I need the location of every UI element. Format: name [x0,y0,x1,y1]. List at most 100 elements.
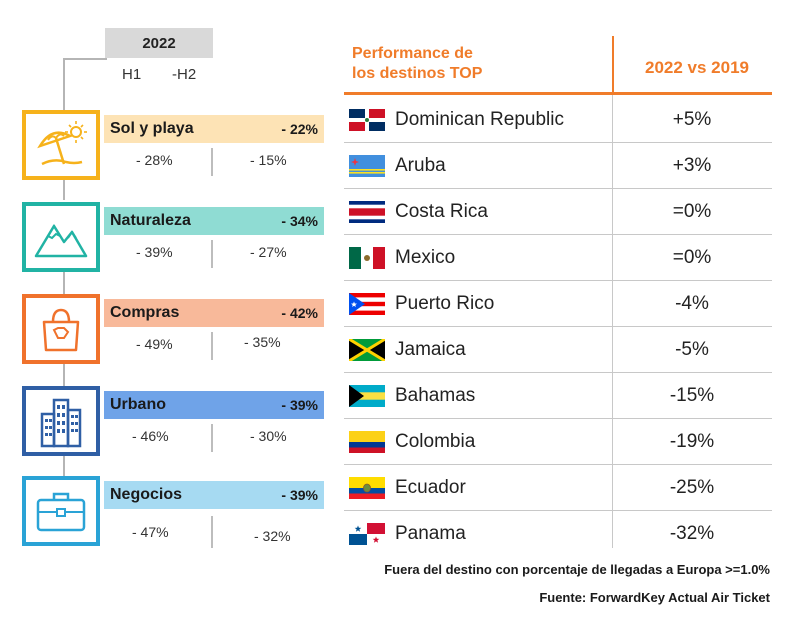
jamaica-flag-icon [349,339,385,361]
column-divider [211,424,213,452]
row-divider [344,234,772,235]
dominican-republic-flag-icon [349,109,385,131]
category-h2-value: - 35% [244,334,281,350]
row-divider [344,464,772,465]
change-value: -5% [675,339,709,360]
category-h2-value: - 32% [254,528,291,544]
category-name: Urbano [110,396,166,413]
table-row: Puerto Rico -4% [344,281,772,327]
change-value: +3% [672,155,712,176]
table-title-line1: Performance de [352,45,473,62]
header-divider [612,36,614,92]
country-name: Jamaica [395,339,466,360]
connector-line [63,456,65,476]
header-underline [344,92,772,95]
costa-rica-flag-icon [349,201,385,223]
category-naturaleza: Naturaleza - 34% - 39% - 27% [0,202,330,272]
category-h1-value: - 46% [132,428,169,444]
category-h1-value: - 28% [136,152,173,168]
row-divider [344,326,772,327]
country-name: Mexico [395,247,456,268]
mountains-icon [22,202,100,272]
category-negocios: Negocios - 39% - 47% - 32% [0,476,330,548]
category-name: Compras [110,304,180,321]
category-bar: Urbano - 39% [104,391,324,419]
panama-flag-icon [349,523,385,545]
buildings-icon [22,386,100,456]
category-sol-y-playa: Sol y playa - 22% - 28% - 15% [0,110,330,180]
category-name: Negocios [110,486,183,503]
country-name: Ecuador [395,477,466,498]
table-row: Colombia -19% [344,419,772,465]
connector-line [63,364,65,386]
footnote-source: Fuente: ForwardKey Actual Air Ticket [539,590,770,605]
column-divider [211,148,213,176]
year-header: 2022 [105,28,213,58]
connector-line [63,58,65,110]
category-h2-value: - 27% [250,244,287,260]
h1-label: H1 [122,66,142,83]
category-bar: Naturaleza - 34% [104,207,324,235]
briefcase-icon [22,476,100,546]
category-urbano: Urbano - 39% - 46% - 30% [0,386,330,456]
table-title: Performance de los destinos TOP [352,44,482,84]
change-value: -4% [675,293,709,314]
category-h1-value: - 47% [132,524,169,540]
table-title-line2: los destinos TOP [352,65,483,82]
table-row: Ecuador -25% [344,465,772,511]
bahamas-flag-icon [349,385,385,407]
country-name: Puerto Rico [395,293,495,314]
row-divider [344,418,772,419]
column-title: 2022 vs 2019 [645,58,749,77]
table-row: Jamaica -5% [344,327,772,373]
ecuador-flag-icon [349,477,385,499]
table-row: Dominican Republic +5% [344,97,772,143]
connector-line [63,180,65,200]
column-divider [211,240,213,268]
change-value: =0% [672,247,712,268]
h2-label: -H2 [172,66,197,83]
category-name: Sol y playa [110,120,194,137]
change-value: -19% [669,431,715,452]
category-h1-value: - 49% [136,336,173,352]
colombia-flag-icon [349,431,385,453]
change-value: +5% [672,109,712,130]
category-bar: Negocios - 39% [104,481,324,509]
category-h1-value: - 39% [136,244,173,260]
table-row: Bahamas -15% [344,373,772,419]
table-row: Mexico =0% [344,235,772,281]
category-h2-value: - 30% [250,428,287,444]
change-value: -15% [669,385,715,406]
row-divider [344,510,772,511]
change-value: =0% [672,201,712,222]
puerto-rico-flag-icon [349,293,385,315]
table-row: Costa Rica =0% [344,189,772,235]
row-divider [344,188,772,189]
change-value: -32% [669,523,715,544]
change-value: -25% [669,477,715,498]
country-name: Costa Rica [395,201,488,222]
country-name: Dominican Republic [395,109,564,130]
row-divider [344,280,772,281]
country-name: Aruba [395,155,446,176]
aruba-flag-icon [349,155,385,177]
row-divider [344,372,772,373]
footnote-scope: Fuera del destino con porcentaje de lleg… [384,562,770,577]
shopping-bag-icon [22,294,100,364]
category-name: Naturaleza [110,212,191,229]
table-row: Aruba +3% [344,143,772,189]
row-divider [344,142,772,143]
mexico-flag-icon [349,247,385,269]
column-divider [211,516,213,548]
country-name: Bahamas [395,385,476,406]
category-h2-value: - 15% [250,152,287,168]
category-compras: Compras - 42% - 49% - 35% [0,294,330,364]
column-divider [211,332,213,360]
category-bar: Compras - 42% [104,299,324,327]
category-total: - 39% [281,397,318,413]
table-row: Panama -32% [344,511,772,557]
beach-umbrella-icon [22,110,100,180]
country-name: Panama [395,523,466,544]
category-total: - 34% [281,213,318,229]
category-total: - 39% [281,487,318,503]
